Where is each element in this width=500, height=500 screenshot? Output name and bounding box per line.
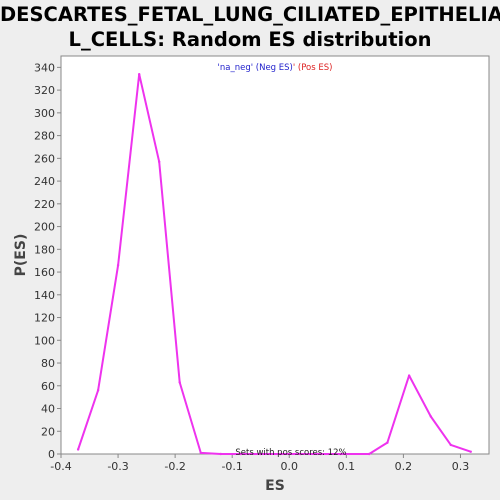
chart-title: DESCARTES_FETAL_LUNG_CILIATED_EPITHELIA …	[0, 2, 500, 52]
pos-scores-annotation: Sets with pos scores: 12%	[235, 448, 346, 458]
y-tick-label: 0	[48, 448, 55, 461]
y-tick-label: 260	[34, 152, 55, 165]
data-point	[429, 415, 432, 418]
legend-pos-name: '	[293, 63, 295, 73]
data-point	[157, 160, 161, 163]
data-point	[299, 452, 302, 456]
x-axis-title: ES	[265, 478, 285, 494]
y-tick-label: 320	[34, 84, 55, 97]
y-tick-label: 200	[34, 221, 55, 234]
y-tick-label: 20	[41, 425, 55, 438]
data-point	[367, 452, 371, 456]
data-point	[96, 389, 100, 392]
y-tick-label: 40	[41, 403, 55, 416]
x-tick-label: -0.2	[164, 460, 185, 473]
data-point	[449, 443, 452, 447]
y-tick-label: 100	[34, 334, 55, 347]
data-point	[219, 452, 222, 456]
y-tick-label: 140	[34, 289, 55, 302]
data-point	[339, 452, 342, 456]
series-line-es-distribution	[77, 73, 472, 455]
legend-pos-label: (Pos ES)	[295, 63, 332, 73]
y-tick-label: 300	[34, 107, 55, 120]
x-tick-label: 0.0	[281, 460, 299, 473]
data-point	[407, 374, 411, 377]
plot-area	[60, 55, 490, 455]
data-point	[199, 451, 203, 455]
x-tick-label: 0.1	[338, 460, 356, 473]
y-tick-label: 280	[34, 130, 55, 143]
legend-neg-label: (Neg ES)	[253, 63, 293, 73]
y-axis-title: P(ES)	[13, 234, 29, 277]
data-point	[116, 264, 120, 267]
data-point	[137, 72, 141, 76]
y-tick-label: 160	[34, 266, 55, 279]
x-axis: -0.4 -0.3 -0.2 -0.1 0.0 0.1 0.2 0.3	[50, 454, 469, 473]
y-tick-label: 240	[34, 175, 55, 188]
y-tick-label: 220	[34, 198, 55, 211]
legend-neg-name: 'na_neg'	[218, 63, 254, 73]
x-tick-label: 0.2	[395, 460, 413, 473]
data-point	[319, 452, 322, 456]
data-point	[279, 452, 282, 456]
x-tick-label: 0.3	[452, 460, 470, 473]
series-points	[76, 72, 472, 456]
y-tick-label: 80	[41, 357, 55, 370]
y-tick-label: 180	[34, 243, 55, 256]
y-axis: 0 20 40 60 80 100 120 140 160 180 200 220 240 260 280 3…	[34, 61, 61, 461]
data-point	[469, 450, 472, 453]
data-point	[386, 441, 389, 444]
data-point	[76, 448, 80, 451]
data-point	[259, 452, 262, 456]
chart-title-line-1: DESCARTES_FETAL_LUNG_CILIATED_EPITHELIA	[0, 3, 500, 26]
x-tick-label: -0.1	[221, 460, 242, 473]
data-point	[239, 452, 242, 456]
x-tick-label: -0.3	[107, 460, 128, 473]
x-tick-label: -0.4	[50, 460, 71, 473]
data-point	[178, 381, 181, 384]
y-tick-label: 120	[34, 312, 55, 325]
legend: 'na_neg' (Neg ES)' (Pos ES)	[218, 63, 333, 73]
y-tick-label: 60	[41, 380, 55, 393]
chart-title-line-2: L_CELLS: Random ES distribution	[68, 28, 432, 51]
y-tick-label: 340	[34, 61, 55, 74]
